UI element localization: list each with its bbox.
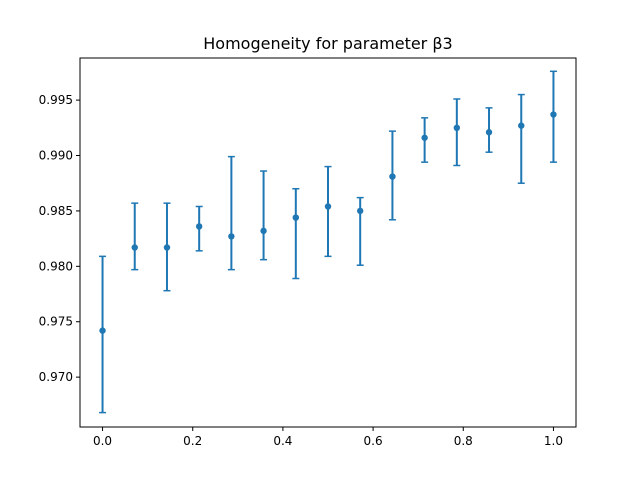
chart-title: Homogeneity for parameter β3 (203, 34, 452, 53)
data-point (453, 124, 461, 132)
data-point (131, 244, 138, 251)
data-point (99, 327, 106, 334)
data-point (518, 122, 525, 129)
data-point (485, 129, 493, 136)
data-point (195, 223, 203, 230)
x-tick-label: 0.6 (364, 434, 383, 448)
data-point (292, 214, 300, 221)
y-tick-label: 0.975 (39, 315, 73, 329)
y-tick-label: 0.970 (39, 370, 73, 384)
data-point (389, 173, 396, 180)
y-tick-label: 0.980 (39, 259, 73, 273)
x-tick-label: 0.0 (93, 434, 112, 448)
data-point (260, 227, 267, 235)
y-tick-label: 0.995 (39, 93, 73, 107)
data-point (421, 134, 428, 141)
x-tick-label: 0.2 (183, 434, 202, 448)
x-tick-label: 1.0 (544, 434, 563, 448)
data-point (550, 111, 557, 118)
data-point (228, 233, 235, 240)
y-tick-label: 0.990 (39, 149, 73, 163)
plot-marks (99, 70, 557, 414)
data-point (324, 203, 332, 210)
data-point (163, 244, 171, 251)
y-tick-label: 0.985 (39, 204, 73, 218)
plot-frame (79, 57, 577, 428)
axes: 0.0 0.2 0.4 0.6 0.8 1.0 0.970 0.975 0.980 0.985 0.… (39, 57, 577, 448)
data-point (356, 207, 364, 215)
x-tick-label: 0.4 (273, 434, 292, 448)
x-tick-label: 0.8 (454, 434, 473, 448)
